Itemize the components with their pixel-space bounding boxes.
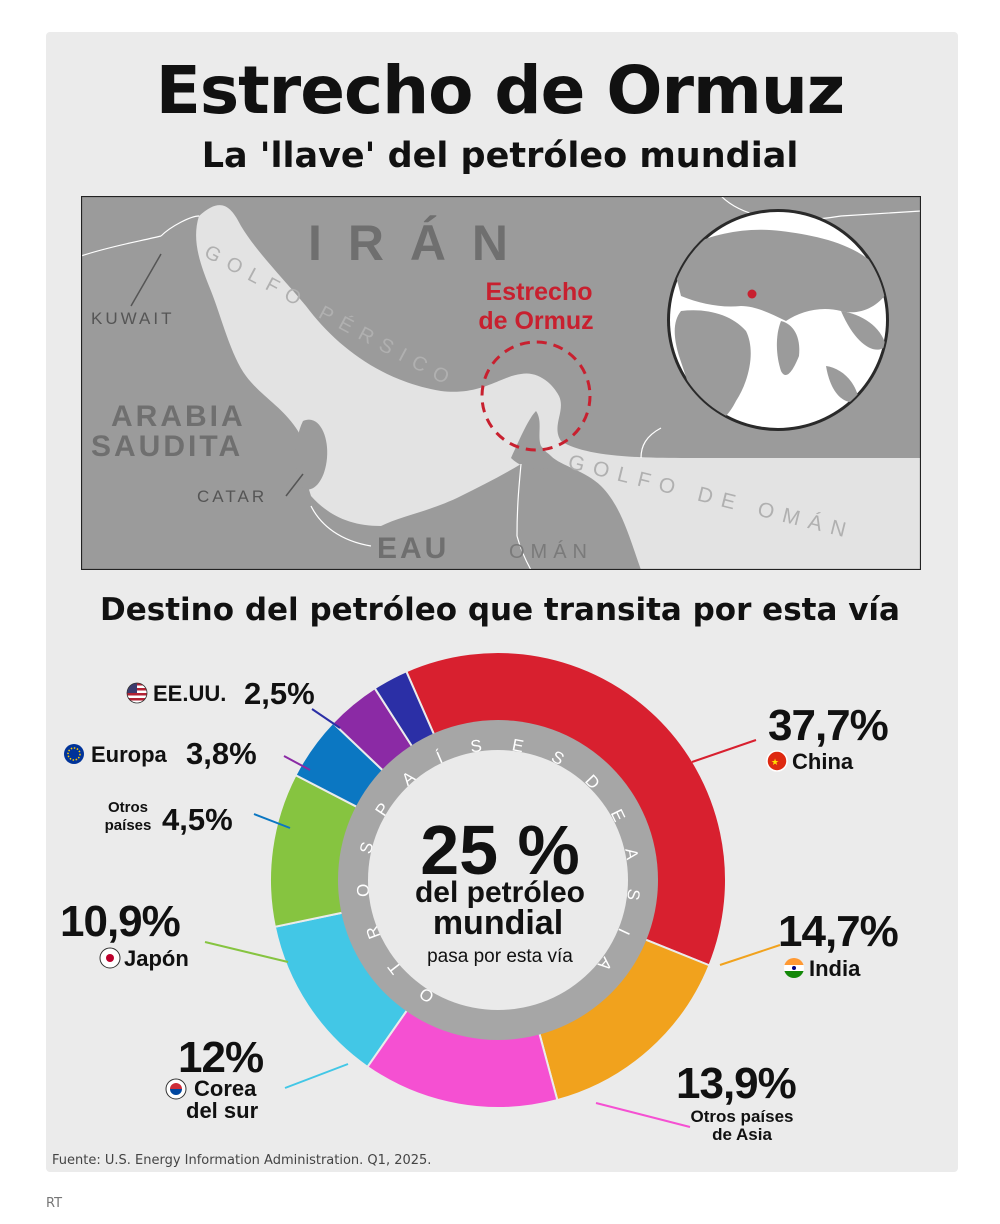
map-label-oman: OMÁN xyxy=(509,540,593,563)
page-title: Estrecho de Ormuz xyxy=(155,52,845,129)
europa-value: 3,8% xyxy=(186,736,257,771)
eu-flag-icon xyxy=(64,744,84,764)
qatar-pointer xyxy=(285,473,304,497)
eeuu-leader-line xyxy=(311,708,341,729)
eeuu-label: EE.UU. xyxy=(153,681,226,706)
destination-title: Destino del petróleo que transita por es… xyxy=(100,592,900,628)
japon-leader-line xyxy=(204,941,289,963)
strait-highlight-circle xyxy=(480,340,592,452)
map-label-arabia: ARABIA xyxy=(111,400,246,433)
center-line1: del petróleo xyxy=(415,876,585,909)
map-label-estrecho-line1: Estrecho xyxy=(486,278,593,306)
india-flag-icon xyxy=(784,958,804,978)
japon-value: 10,9% xyxy=(60,897,180,946)
map-label-iran: I R Á N xyxy=(308,215,514,271)
map-label-saudita: SAUDITA xyxy=(91,430,243,463)
europa-leader-line xyxy=(283,755,311,771)
south-korea-flag-icon xyxy=(165,1078,187,1100)
otros-paises-leader-line xyxy=(253,813,291,829)
eeuu-value: 2,5% xyxy=(244,676,315,711)
china-flag-icon: ★ xyxy=(766,750,788,772)
map-label-catar: CATAR xyxy=(197,487,267,506)
map-border xyxy=(81,196,921,570)
map-label-eau: EAU xyxy=(377,532,449,565)
otros-paises-label-line1: Otros xyxy=(108,799,148,816)
kuwait-pointer xyxy=(130,253,162,307)
center-big-value: 25 % xyxy=(420,811,580,889)
credit-label: RT xyxy=(46,1196,63,1211)
otros-asia-label-line1: Otros países xyxy=(691,1107,794,1126)
corea-label-line1: Corea xyxy=(194,1076,257,1101)
india-label: India xyxy=(809,956,861,981)
corea-value: 12% xyxy=(178,1033,263,1082)
china-value: 37,7% xyxy=(768,701,888,750)
otros-asia-label-line2: de Asia xyxy=(712,1125,772,1144)
page-subtitle: La 'llave' del petróleo mundial xyxy=(201,136,799,176)
musandam-peninsula xyxy=(511,411,555,470)
map-label-kuwait: KUWAIT xyxy=(91,309,174,328)
china-label: China xyxy=(792,749,854,774)
otros-asia-value: 13,9% xyxy=(676,1059,796,1108)
japon-label: Japón xyxy=(124,946,189,971)
map-label-estrecho-line2: de Ormuz xyxy=(478,307,593,335)
sea-shape xyxy=(196,205,921,570)
iran-island xyxy=(501,380,533,390)
center-line3: pasa por esta vía xyxy=(427,946,573,967)
otros-paises-label-line2: países xyxy=(105,817,152,834)
india-leader-line xyxy=(719,944,781,966)
corea-label-line2: del sur xyxy=(186,1098,259,1123)
usa-flag-icon xyxy=(126,682,148,704)
strait-of-hormuz-map: I R Á N KUWAIT ARABIA SAUDITA CATAR EAU … xyxy=(81,196,921,570)
border-lines xyxy=(81,196,921,570)
corea-leader-line xyxy=(284,1063,349,1089)
svg-text:★: ★ xyxy=(771,758,779,768)
globe-locator xyxy=(667,209,889,431)
japan-flag-icon xyxy=(99,947,121,969)
otros-asia-leader-line xyxy=(595,1102,691,1128)
qatar-peninsula xyxy=(295,419,328,490)
otros-paises-value: 4,5% xyxy=(162,802,233,837)
europa-label: Europa xyxy=(91,742,168,767)
center-disc xyxy=(368,750,628,1010)
source-note: Fuente: U.S. Energy Information Administ… xyxy=(52,1153,432,1168)
center-line2: mundial xyxy=(433,904,563,942)
india-value: 14,7% xyxy=(778,907,898,956)
china-leader-line xyxy=(691,739,757,763)
